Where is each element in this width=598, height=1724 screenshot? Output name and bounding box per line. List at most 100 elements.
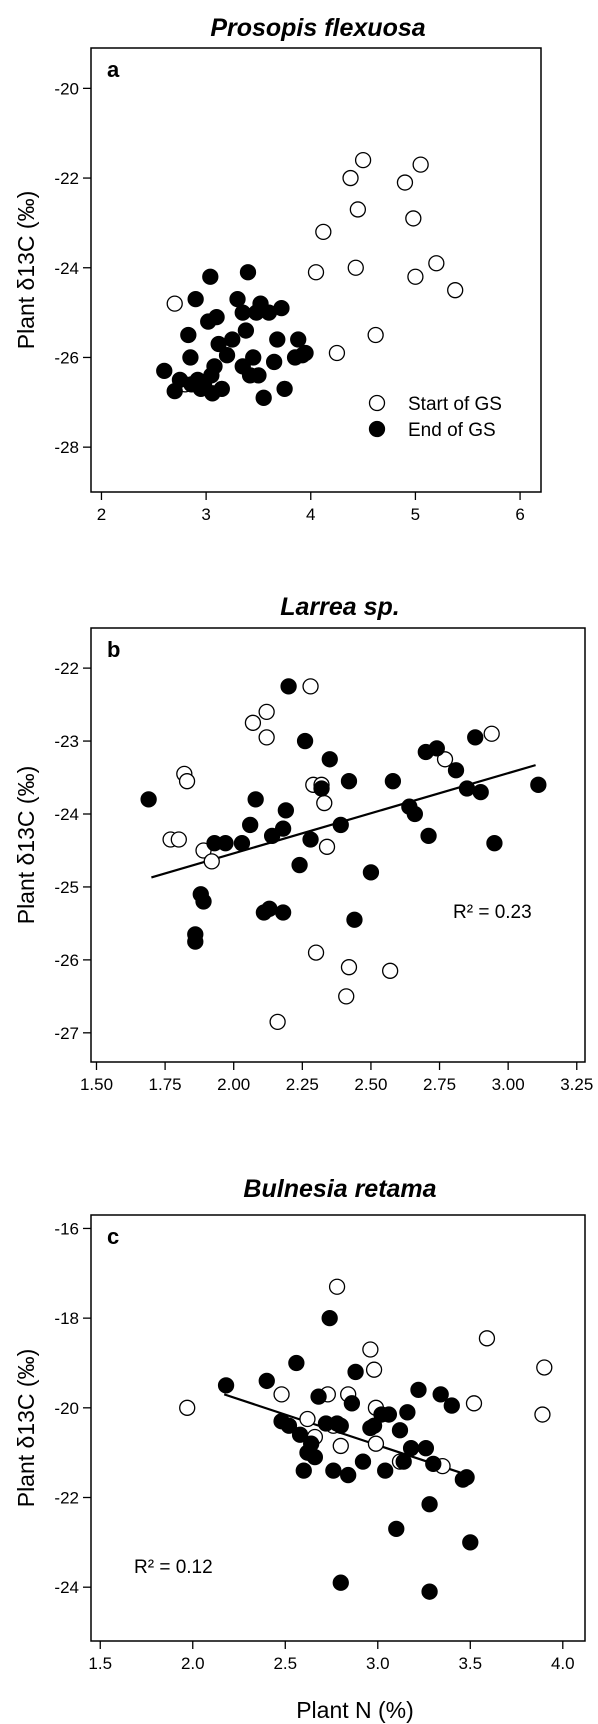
point-end-of-gs [458, 780, 476, 797]
point-start-of-gs [316, 794, 333, 812]
y-tick-label: -20 [54, 79, 79, 98]
point-start-of-gs [436, 751, 454, 768]
point-start-of-gs [244, 714, 262, 731]
point-end-of-gs [195, 893, 212, 910]
x-tick-label: 2.00 [217, 1075, 250, 1094]
point-end-of-gs [245, 349, 262, 366]
chart-title: Larrea sp. [280, 593, 400, 621]
point-end-of-gs [258, 1372, 275, 1390]
chart-title: Bulnesia retama [243, 1175, 436, 1203]
x-tick-label: 5 [411, 505, 420, 524]
point-end-of-gs [303, 1435, 320, 1452]
point-end-of-gs [530, 776, 547, 793]
y-tick-label: -23 [54, 732, 79, 751]
point-end-of-gs [277, 802, 295, 819]
point-end-of-gs [332, 1417, 349, 1434]
y-tick-label: -18 [54, 1309, 79, 1328]
point-start-of-gs [396, 174, 414, 191]
point-end-of-gs [269, 331, 286, 348]
point-start-of-gs [302, 678, 319, 695]
x-tick-label: 2.75 [423, 1075, 456, 1094]
point-end-of-gs [255, 389, 272, 406]
panel-label: b [107, 637, 120, 662]
y-tick-label: -27 [54, 1024, 79, 1043]
point-end-of-gs [291, 856, 308, 874]
x-tick-label: 1.5 [88, 1654, 112, 1673]
point-start-of-gs [465, 1395, 483, 1412]
point-start-of-gs [328, 344, 346, 362]
panel-b: Larrea sp. b Plant δ13C (‰) 1.50 1.75 2.00 2.2… [13, 593, 593, 1094]
point-start-of-gs [203, 853, 220, 870]
y-tick-label: -24 [54, 805, 79, 824]
point-end-of-gs [306, 1448, 324, 1466]
point-end-of-gs [447, 762, 465, 779]
point-end-of-gs [288, 1354, 305, 1372]
x-tick-label: 3.25 [560, 1075, 593, 1094]
plot-frame [90, 1214, 586, 1642]
point-end-of-gs [237, 322, 255, 339]
plot-frame [90, 627, 586, 1063]
point-end-of-gs [276, 380, 293, 397]
point-end-of-gs [234, 358, 251, 375]
point-end-of-gs [280, 1417, 298, 1434]
point-end-of-gs [217, 1377, 235, 1394]
point-end-of-gs [399, 1404, 416, 1421]
point-start-of-gs [447, 282, 464, 299]
point-end-of-gs [280, 678, 297, 695]
point-end-of-gs [343, 1395, 361, 1412]
point-start-of-gs [367, 326, 384, 344]
point-start-of-gs [332, 1437, 349, 1455]
point-end-of-gs [332, 1574, 349, 1591]
point-start-of-gs [178, 773, 196, 790]
point-end-of-gs [297, 344, 314, 362]
legend-label: Start of GS [408, 394, 502, 415]
point-start-of-gs [170, 831, 187, 848]
x-tick-label: 3.0 [366, 1654, 390, 1673]
point-end-of-gs [388, 1520, 405, 1538]
panel-label: a [107, 57, 120, 82]
y-tick-label: -22 [54, 169, 79, 188]
point-end-of-gs [140, 791, 157, 808]
y-tick-label: -20 [54, 1399, 79, 1418]
point-end-of-gs [340, 773, 358, 790]
point-start-of-gs [328, 1278, 346, 1295]
point-end-of-gs [384, 773, 402, 790]
point-end-of-gs [242, 816, 259, 834]
point-end-of-gs [208, 308, 225, 326]
point-end-of-gs [202, 268, 219, 285]
point-end-of-gs [425, 1455, 442, 1473]
x-tick-label: 3.5 [458, 1654, 482, 1673]
point-end-of-gs [302, 831, 319, 848]
legend-label: End of GS [408, 420, 496, 441]
x-axis-label: Plant N (%) [296, 1697, 414, 1723]
point-end-of-gs [265, 353, 283, 371]
point-start-of-gs [362, 1341, 379, 1358]
y-axis-label: Plant δ13C (‰) [13, 191, 39, 350]
point-end-of-gs [486, 835, 503, 852]
panels: Prosopis flexuosa a Plant δ13C (‰) 2 3 4 5 6 -28… [13, 14, 593, 1673]
point-end-of-gs [365, 1417, 383, 1434]
point-end-of-gs [340, 1466, 357, 1484]
point-start-of-gs [307, 944, 325, 961]
panel-c: Bulnesia retama c Plant δ13C (‰) 1.5 2.0 2.5 3… [13, 1175, 586, 1673]
point-end-of-gs [261, 900, 278, 917]
point-end-of-gs [321, 751, 338, 768]
point-end-of-gs [428, 740, 445, 757]
y-tick-label: -24 [54, 1578, 79, 1597]
point-end-of-gs [290, 331, 307, 348]
point-end-of-gs [296, 732, 314, 750]
point-start-of-gs [166, 295, 183, 312]
point-start-of-gs [367, 1435, 385, 1452]
x-tick-label: 3 [201, 505, 210, 524]
point-end-of-gs [313, 780, 330, 797]
x-tick-label: 4 [306, 505, 315, 524]
x-tick-label: 1.50 [80, 1075, 113, 1094]
plot-frame [90, 47, 542, 493]
point-end-of-gs [325, 1462, 342, 1479]
point-end-of-gs [406, 805, 423, 823]
legend-marker [368, 420, 386, 438]
point-end-of-gs [291, 1426, 309, 1443]
point-end-of-gs [417, 1440, 435, 1457]
y-tick-label: -22 [54, 659, 79, 678]
point-end-of-gs [274, 820, 292, 837]
